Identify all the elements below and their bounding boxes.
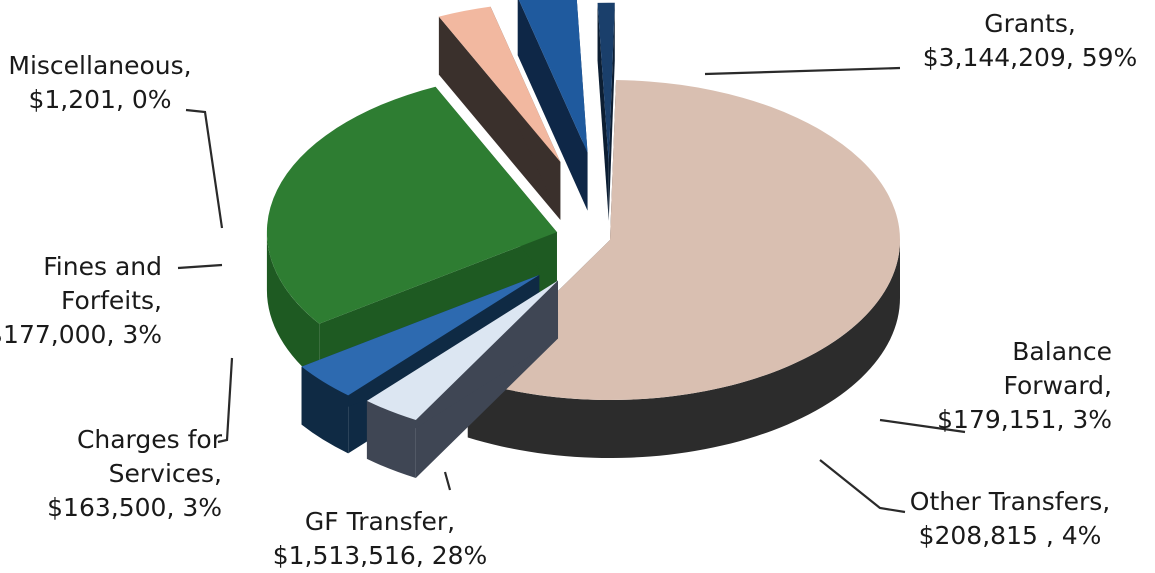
leader-line-grants bbox=[704, 66, 901, 76]
pie-slice-side bbox=[301, 366, 349, 454]
slice-label-line: Forward, bbox=[1004, 371, 1112, 400]
pie-slice-wall bbox=[608, 2, 615, 221]
slice-label-fines-and-forfeits: Fines and Forfeits, $177,000, 3% bbox=[0, 252, 162, 349]
slice-label-line: $163,500, 3% bbox=[47, 493, 222, 522]
slice-label-balance-forward: Balance Forward, $179,151, 3% bbox=[937, 337, 1112, 434]
leader-line-balance-forward bbox=[879, 418, 966, 434]
leader-lines bbox=[177, 66, 966, 514]
slice-label-line: Forfeits, bbox=[61, 286, 162, 315]
pie-slice-top bbox=[518, 0, 588, 153]
leader-line-miscellaneous bbox=[185, 108, 224, 229]
pie-slice-side bbox=[266, 232, 320, 382]
pie-slice-wall bbox=[438, 16, 561, 220]
slice-label-line: $179,151, 3% bbox=[937, 405, 1112, 434]
slice-label-line: Other Transfers, bbox=[910, 487, 1110, 516]
slice-label-charges-for-services: Charges for Services, $163,500, 3% bbox=[47, 425, 223, 522]
slice-label-gf-transfer: GF Transfer, $1,513,516, 28% bbox=[273, 507, 488, 570]
pie-slice-charges-for-services bbox=[438, 6, 561, 220]
pie-slice-wall bbox=[517, 0, 588, 211]
pie-slice-balance-forward bbox=[366, 280, 559, 478]
slice-label-line: GF Transfer, bbox=[305, 507, 455, 536]
pie-slice-top bbox=[467, 80, 900, 401]
pie-slice-top bbox=[438, 6, 561, 162]
pie-slices bbox=[266, 0, 900, 478]
pie-slice-grants bbox=[467, 80, 900, 458]
slice-label-other-transfers: Other Transfers, $208,815 , 4% bbox=[910, 487, 1110, 550]
leader-line-fines-and-forfeits bbox=[177, 263, 223, 270]
slice-label-line: $1,201, 0% bbox=[28, 85, 171, 114]
slice-label-line: Balance bbox=[1012, 337, 1112, 366]
pie-slice-fines-and-forfeits bbox=[517, 0, 588, 211]
slice-label-line: $208,815 , 4% bbox=[919, 521, 1102, 550]
leader-line-gf-transfer bbox=[443, 471, 452, 491]
leader-line-charges-for-services bbox=[217, 357, 234, 444]
pie-slice-top bbox=[366, 280, 559, 420]
slice-label-line: Charges for bbox=[77, 425, 223, 454]
pie-slice-top bbox=[301, 274, 540, 396]
leader-line-other-transfers bbox=[819, 459, 906, 514]
slice-label-line: Miscellaneous, bbox=[8, 51, 191, 80]
slice-label-miscellaneous: Miscellaneous, $1,201, 0% bbox=[8, 51, 191, 114]
slice-label-line: Fines and bbox=[43, 252, 162, 281]
pie-slice-miscellaneous bbox=[597, 2, 615, 221]
slice-labels: Grants, $3,144,209, 59% Balance Forward, $17… bbox=[0, 9, 1137, 570]
pie-slice-wall bbox=[597, 2, 609, 221]
slice-label-line: $177,000, 3% bbox=[0, 320, 162, 349]
slice-label-grants: Grants, $3,144,209, 59% bbox=[923, 9, 1138, 72]
slice-label-line: Grants, bbox=[984, 9, 1076, 38]
slice-label-line: $1,513,516, 28% bbox=[273, 541, 488, 570]
pie-slice-top bbox=[266, 86, 557, 324]
slice-label-line: $3,144,209, 59% bbox=[923, 43, 1138, 72]
pie-slice-side bbox=[467, 240, 900, 458]
slice-label-line: Services, bbox=[109, 459, 222, 488]
pie-slice-side bbox=[366, 400, 416, 478]
pie-slice-top bbox=[597, 2, 615, 163]
